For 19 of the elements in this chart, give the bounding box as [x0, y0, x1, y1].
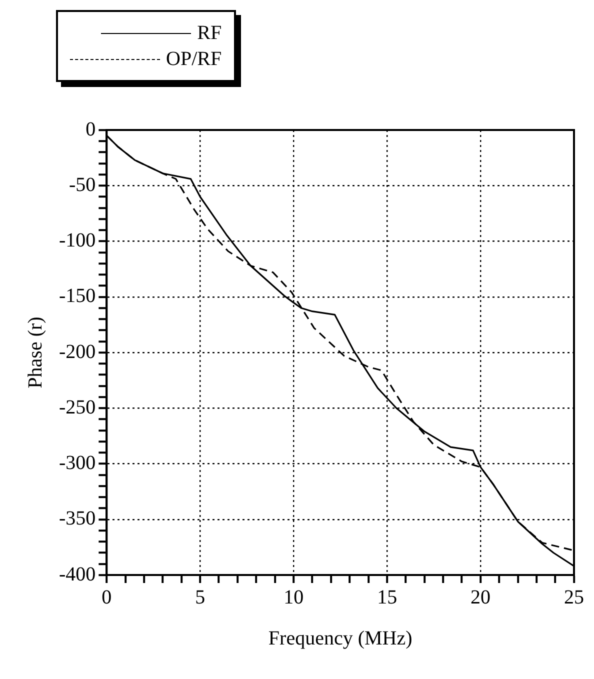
x-tick-label: 10 [284, 586, 304, 608]
legend-label: OP/RF [166, 47, 222, 72]
x-tick-label: 15 [377, 586, 398, 608]
x-tick-label: 0 [102, 586, 112, 608]
y-tick-label: -400 [58, 563, 96, 586]
y-tick-label: -350 [58, 508, 96, 530]
y-tick-label: -50 [68, 174, 96, 196]
y-axis-title: Phase (r) [24, 316, 46, 388]
y-tick-label: 0 [86, 118, 96, 140]
legend-label: RF [197, 21, 222, 46]
y-tick-label: -200 [58, 340, 96, 363]
y-tick-label: -100 [58, 230, 96, 252]
x-tick-label: 5 [195, 586, 206, 608]
y-tick-label: -250 [58, 396, 96, 418]
x-axis-title: Frequency (MHz) [268, 627, 412, 650]
x-tick-label: 25 [564, 586, 584, 608]
y-tick-label: -150 [58, 285, 96, 308]
x-tick-label: 20 [470, 586, 491, 608]
y-tick-label: -300 [58, 452, 96, 474]
